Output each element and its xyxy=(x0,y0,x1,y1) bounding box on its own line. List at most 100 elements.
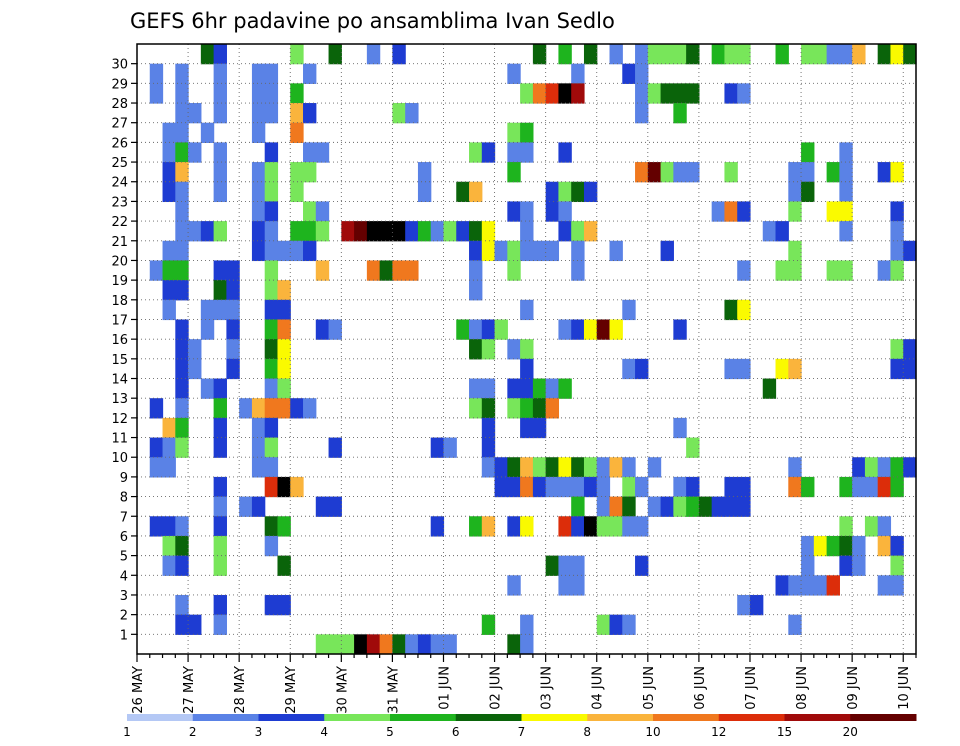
heatmap-cell xyxy=(583,44,598,65)
heatmap-cell xyxy=(635,162,649,183)
heatmap-cell xyxy=(366,44,381,65)
heatmap-cell xyxy=(635,476,649,498)
heatmap-cell xyxy=(149,260,164,281)
heatmap-cell xyxy=(775,260,789,281)
heatmap-cell xyxy=(226,319,240,340)
heatmap-cell xyxy=(890,476,904,498)
heatmap-cell xyxy=(366,260,381,281)
heatmap-cell xyxy=(175,555,189,576)
heatmap-cell xyxy=(890,358,904,380)
heatmap-cell xyxy=(213,378,227,399)
heatmap-cell xyxy=(532,44,547,65)
heatmap-cell xyxy=(315,260,330,281)
heatmap-cell xyxy=(647,83,662,104)
heatmap-cell xyxy=(635,103,649,124)
heatmap-cell xyxy=(788,614,802,635)
heatmap-cell xyxy=(213,535,227,557)
heatmap-cell xyxy=(469,221,483,242)
heatmap-cell xyxy=(213,594,227,616)
heatmap-cell xyxy=(213,181,227,203)
heatmap-cell xyxy=(520,299,534,321)
color-legend: 1 2 3 4 5 6 7 8 10 12 15 20 xyxy=(123,714,917,739)
heatmap-cell xyxy=(622,476,636,498)
heatmap-cell xyxy=(443,634,457,655)
heatmap-cell xyxy=(303,63,317,84)
x-tick-label: 31 MAY xyxy=(386,666,401,714)
heatmap-cell xyxy=(303,240,317,262)
heatmap-cell xyxy=(175,260,189,281)
y-tick-label: 23 xyxy=(111,195,128,210)
heatmap-cell xyxy=(200,122,215,143)
heatmap-cell xyxy=(507,162,521,183)
heatmap-cell xyxy=(877,162,892,183)
heatmap-cell xyxy=(213,142,227,163)
heatmap-cell xyxy=(545,398,560,419)
heatmap-cell xyxy=(571,476,585,498)
heatmap-cell xyxy=(711,496,726,517)
heatmap-cell xyxy=(558,319,572,340)
heatmap-cell xyxy=(290,221,304,242)
heatmap-cell xyxy=(149,398,164,419)
legend-label: 12 xyxy=(711,725,726,739)
heatmap-cell xyxy=(839,201,853,222)
heatmap-cell xyxy=(775,358,789,380)
heatmap-cell xyxy=(456,221,470,242)
x-tick-label: 08 JUN xyxy=(795,666,810,710)
heatmap-cell xyxy=(392,260,406,281)
heatmap-cell xyxy=(647,496,662,517)
heatmap-cell xyxy=(251,457,266,478)
heatmap-cell xyxy=(864,476,879,498)
heatmap-cell xyxy=(622,457,636,478)
x-tick-label: 04 JUN xyxy=(591,666,606,710)
heatmap-cell xyxy=(545,83,560,104)
heatmap-cell xyxy=(175,417,189,439)
heatmap-cell xyxy=(264,103,279,124)
heatmap-cell xyxy=(277,319,291,340)
heatmap-cell xyxy=(724,162,738,183)
heatmap-cell xyxy=(162,555,176,576)
legend-label: 15 xyxy=(777,725,792,739)
heatmap-cell xyxy=(724,358,738,380)
y-tick-label: 30 xyxy=(111,58,128,73)
heatmap-cell xyxy=(469,398,483,419)
legend-label: 1 xyxy=(123,725,131,739)
heatmap-cell xyxy=(315,634,330,655)
heatmap-cell xyxy=(264,260,279,281)
heatmap-cell xyxy=(737,476,751,498)
heatmap-cell xyxy=(290,240,304,262)
heatmap-cell xyxy=(788,181,802,203)
heatmap-cell xyxy=(315,201,330,222)
heatmap-cell xyxy=(647,44,662,65)
heatmap-cell xyxy=(200,221,215,242)
heatmap-cell xyxy=(571,221,585,242)
heatmap-cell xyxy=(175,83,189,104)
heatmap-cell xyxy=(366,221,381,242)
chart-title: GEFS 6hr padavine po ansamblima Ivan Sed… xyxy=(130,9,615,33)
heatmap-cell xyxy=(162,240,176,262)
heatmap-cell xyxy=(775,575,789,596)
heatmap-cell xyxy=(737,496,751,517)
heatmap-cell xyxy=(520,634,534,655)
heatmap-cell xyxy=(379,260,394,281)
heatmap-cell xyxy=(775,221,789,242)
legend-swatch xyxy=(784,714,851,721)
heatmap-cell xyxy=(507,122,521,143)
heatmap-cell xyxy=(264,476,279,498)
heatmap-cell xyxy=(532,240,547,262)
heatmap-cell xyxy=(264,280,279,301)
heatmap-cell xyxy=(264,398,279,419)
heatmap-cell xyxy=(520,339,534,360)
heatmap-cell xyxy=(788,358,802,380)
heatmap-cell xyxy=(762,378,777,399)
heatmap-cell xyxy=(622,496,636,517)
legend-swatch xyxy=(324,714,391,721)
heatmap-cell xyxy=(673,83,687,104)
heatmap-cell xyxy=(175,181,189,203)
heatmap-cell xyxy=(520,122,534,143)
heatmap-cell xyxy=(826,201,840,222)
heatmap-cell xyxy=(826,162,840,183)
heatmap-cell xyxy=(558,516,572,537)
heatmap-cell xyxy=(188,103,202,124)
heatmap-cell xyxy=(647,457,662,478)
heatmap-cell xyxy=(609,240,623,262)
